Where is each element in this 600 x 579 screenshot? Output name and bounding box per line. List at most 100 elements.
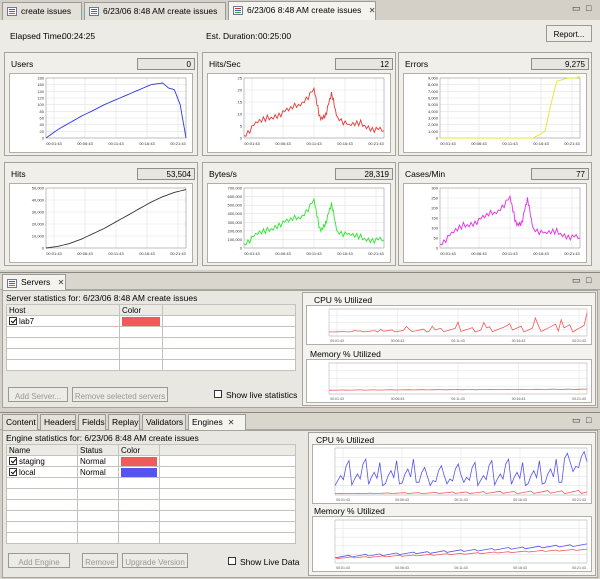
row-checkbox[interactable] <box>9 457 17 466</box>
x-tick-label: 00:01:43 <box>336 566 350 570</box>
tab-engines[interactable]: Engines ✕ <box>188 414 246 430</box>
metric-panel-cases-min: Cases/Min 77 0 50 100 150 200 250 300 00:01:43 00:… <box>398 162 592 266</box>
metric-panel-hits: Hits 53,504 0 10,000 20,000 30,000 40,000 50,00… <box>4 162 198 266</box>
show-live-data-checkbox[interactable] <box>228 557 236 565</box>
x-tick-label: 00:21:43 <box>572 397 586 401</box>
minimize-icon[interactable]: ▭ <box>572 415 581 425</box>
x-tick-label: 00:21:43 <box>564 251 580 256</box>
x-tick-label: 00:16:43 <box>512 339 526 343</box>
table-row[interactable]: lab7 <box>6 315 296 327</box>
metric-title: Hits/Sec <box>209 59 241 69</box>
y-tick-label: 200 <box>431 206 438 211</box>
metric-value: 77 <box>531 168 589 180</box>
plot-frame <box>334 519 588 564</box>
engines-header: Engine statistics for: 6/23/06 8:48 AM c… <box>6 433 199 443</box>
y-tick-label: 180 <box>37 76 44 81</box>
x-tick-label: 00:11:43 <box>306 141 322 146</box>
y-tick-label: 25 <box>238 76 243 81</box>
servers-view-header: Servers ✕ ▭ □ <box>0 272 600 290</box>
x-tick-label: 00:16:43 <box>139 251 155 256</box>
minimize-icon[interactable]: ▭ <box>572 275 581 285</box>
close-icon[interactable]: ✕ <box>368 6 376 15</box>
duration-value: 00:25:00 <box>258 31 292 41</box>
x-tick-label: 00:01:43 <box>330 339 344 343</box>
tab-content[interactable]: Content <box>2 414 38 430</box>
metric-value: 12 <box>335 58 393 70</box>
col-color: Color <box>118 444 160 456</box>
y-tick-label: 0 <box>436 246 439 251</box>
engines-table: Name Status Color staging Normal local Nor… <box>6 444 296 544</box>
add-engine-button[interactable]: Add Engine <box>8 553 70 568</box>
row-checkbox[interactable] <box>9 317 17 326</box>
y-tick-label: 8,000 <box>428 82 439 87</box>
x-tick-label: 00:06:43 <box>471 141 487 146</box>
color-swatch[interactable] <box>121 467 157 477</box>
y-tick-label: 600,000 <box>228 194 243 199</box>
x-tick-label: 00:11:43 <box>502 251 518 256</box>
tab-servers[interactable]: Servers ✕ <box>2 274 66 290</box>
x-tick-label: 00:11:43 <box>454 566 467 570</box>
close-icon[interactable]: ✕ <box>227 418 235 427</box>
tab-fields[interactable]: Fields <box>78 414 106 430</box>
y-tick-label: 6,000 <box>428 96 439 101</box>
x-tick-label: 00:16:43 <box>337 141 353 146</box>
x-tick-label: 00:06:43 <box>391 339 405 343</box>
metric-panel-bytes-s: Bytes/s 28,319 0 100,000 200,000 300,000 400,0… <box>202 162 396 266</box>
maximize-icon[interactable]: □ <box>586 415 592 425</box>
tab-headers[interactable]: Headers <box>40 414 76 430</box>
x-tick-label: 00:11:43 <box>451 339 464 343</box>
remove-servers-button[interactable]: Remove selected servers <box>72 387 168 402</box>
tab-replay[interactable]: Replay <box>108 414 140 430</box>
y-tick-label: 40,000 <box>32 198 45 203</box>
tab-validators[interactable]: Validators <box>142 414 186 430</box>
servers-icon <box>7 279 17 288</box>
series-line <box>335 489 588 495</box>
close-icon[interactable]: ✕ <box>57 278 65 287</box>
x-tick-label: 00:21:43 <box>572 498 586 502</box>
y-tick-label: 50 <box>434 236 439 241</box>
metric-title: Bytes/s <box>209 169 237 179</box>
host-cell: lab7 <box>6 315 120 327</box>
y-tick-label: 60 <box>40 116 45 121</box>
series-line <box>329 312 588 333</box>
metric-chart: 0 20 40 60 80 100 120 140 160 180 00:01:43 00:06:43… <box>9 73 193 153</box>
metric-panel-errors: Errors 9,275 0 1,000 2,000 3,000 4,000 5,000 6,0… <box>398 52 592 156</box>
color-swatch[interactable] <box>121 456 157 466</box>
show-live-checkbox[interactable] <box>214 390 222 398</box>
x-tick-label: 00:06:43 <box>391 397 405 401</box>
remove-engine-button[interactable]: Remove <box>82 553 118 568</box>
table-row[interactable]: local Normal <box>6 466 296 478</box>
row-checkbox[interactable] <box>9 468 17 477</box>
engines-cpu-chart: 00:01:43 00:06:43 00:11:43 00:16:43 00:21:43 <box>312 444 592 504</box>
servers-table: Host Color lab7 <box>6 304 296 371</box>
y-tick-label: 20,000 <box>32 222 45 227</box>
editor-tab-run-1[interactable]: 6/23/06 8:48 AM create issues <box>84 2 226 20</box>
test-icon <box>7 7 17 16</box>
minimize-icon[interactable]: ▭ <box>572 3 581 13</box>
y-tick-label: 2,000 <box>428 122 439 127</box>
col-host: Host <box>6 304 120 316</box>
table-row[interactable]: staging Normal <box>6 455 296 467</box>
y-tick-label: 300,000 <box>228 220 243 225</box>
y-tick-label: 300 <box>431 186 438 191</box>
y-tick-label: 5 <box>240 124 243 129</box>
editor-tab-run-2[interactable]: 6/23/06 8:48 AM create issues ✕ <box>228 1 376 21</box>
add-server-button[interactable]: Add Server... <box>8 387 68 402</box>
maximize-icon[interactable]: □ <box>586 275 592 285</box>
report-button[interactable]: Report... <box>546 25 592 42</box>
engine-status: Normal <box>77 455 119 467</box>
maximize-icon[interactable]: □ <box>586 3 592 13</box>
y-tick-label: 100 <box>37 102 44 107</box>
series-line <box>243 197 385 246</box>
x-tick-label: 00:06:43 <box>275 141 291 146</box>
y-tick-label: 0 <box>42 136 45 141</box>
tab-label: Content <box>6 417 36 427</box>
upgrade-version-button[interactable]: Upgrade Version <box>122 553 188 568</box>
series-line <box>334 548 588 559</box>
color-cell[interactable] <box>119 315 163 327</box>
color-swatch[interactable] <box>122 316 160 326</box>
editor-tab-create-issues[interactable]: create issues <box>2 2 82 20</box>
tab-label: Headers <box>44 417 76 427</box>
x-tick-label: 00:11:43 <box>502 141 518 146</box>
x-tick-label: 00:21:43 <box>572 566 586 570</box>
